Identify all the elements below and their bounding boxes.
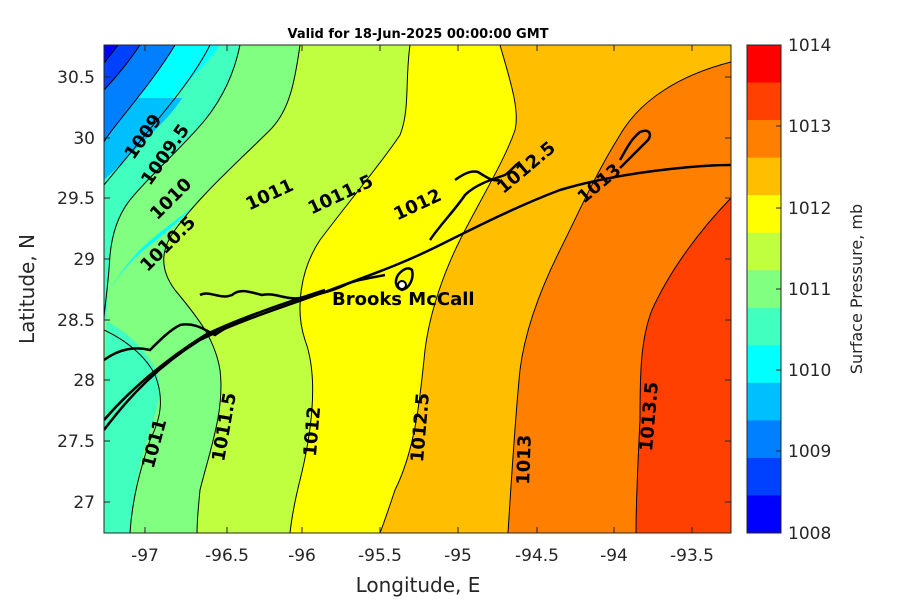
- coastline: [104, 129, 731, 431]
- colorbar-label: Surface Pressure, mb: [847, 204, 866, 374]
- colorbar-segment: [747, 345, 781, 384]
- colorbar-segment: [747, 120, 781, 159]
- colorbar-tick-label: 1008: [788, 524, 831, 544]
- colorbar-segment: [747, 195, 781, 234]
- x-axis-label: Longitude, E: [356, 573, 481, 597]
- x-tick-label: -96.5: [205, 546, 249, 566]
- x-tick-label: -96: [288, 546, 316, 566]
- station-label: Brooks McCall: [332, 289, 475, 310]
- contour-lines: [104, 45, 731, 533]
- x-axis: -97 -96.5 -96 -95.5 -95 -94.5 -94 -93.5 …: [131, 45, 714, 597]
- y-tick-label: 30.5: [57, 68, 95, 88]
- white-circle-marker: [397, 280, 407, 290]
- colorbar-segment: [747, 45, 781, 84]
- x-tick-label: -95: [444, 546, 472, 566]
- colorbar: 1014 1013 1012 1011 1010 1009 1008 Surfa…: [746, 36, 866, 544]
- colorbar-tick-label: 1011: [788, 280, 831, 300]
- y-tick-label: 27.5: [57, 432, 95, 452]
- colorbar-tick-label: 1013: [788, 117, 831, 137]
- colorbar-segments: [747, 45, 781, 534]
- plot-frame: [103, 44, 732, 534]
- y-axis-label: Latitude, N: [15, 234, 39, 344]
- y-axis: 30.5 30 29.5 29 28.5 28 27.5 27 Latitude…: [15, 68, 731, 513]
- pressure-field: [104, 45, 731, 533]
- y-tick-label: 28: [73, 371, 95, 391]
- colorbar-segment: [747, 495, 781, 534]
- x-tick-label: -94.5: [515, 546, 559, 566]
- station-marker: Brooks McCall: [332, 280, 475, 310]
- colorbar-segment: [747, 457, 781, 496]
- y-tick-label: 28.5: [57, 311, 95, 331]
- colorbar-tick-label: 1014: [788, 36, 831, 56]
- x-tick-label: -97: [131, 546, 159, 566]
- colorbar-segment: [747, 270, 781, 309]
- y-tick-label: 27: [73, 493, 95, 513]
- contour-label: 1013: [513, 434, 536, 485]
- band-1009.5: [104, 98, 182, 180]
- colorbar-segment: [747, 157, 781, 196]
- colorbar-segment: [747, 382, 781, 421]
- contour-label: 1012: [300, 406, 325, 458]
- y-tick-label: 29: [73, 250, 95, 270]
- colorbar-segment: [747, 420, 781, 459]
- colorbar-segment: [747, 82, 781, 121]
- x-tick-label: -94: [600, 546, 628, 566]
- band-1008.5: [104, 45, 140, 90]
- colorbar-segment: [747, 232, 781, 271]
- y-tick-label: 29.5: [57, 189, 95, 209]
- colorbar-tick-label: 1012: [788, 199, 831, 219]
- y-tick-label: 30: [73, 129, 95, 149]
- map-title: Valid for 18-Jun-2025 00:00:00 GMT: [288, 27, 549, 42]
- colorbar-tick-label: 1009: [788, 442, 831, 462]
- band-1010.5: [104, 45, 240, 533]
- colorbar-tick-label: 1010: [788, 361, 831, 381]
- x-tick-label: -93.5: [670, 546, 714, 566]
- x-tick-label: -95.5: [358, 546, 402, 566]
- colorbar-segment: [747, 307, 781, 346]
